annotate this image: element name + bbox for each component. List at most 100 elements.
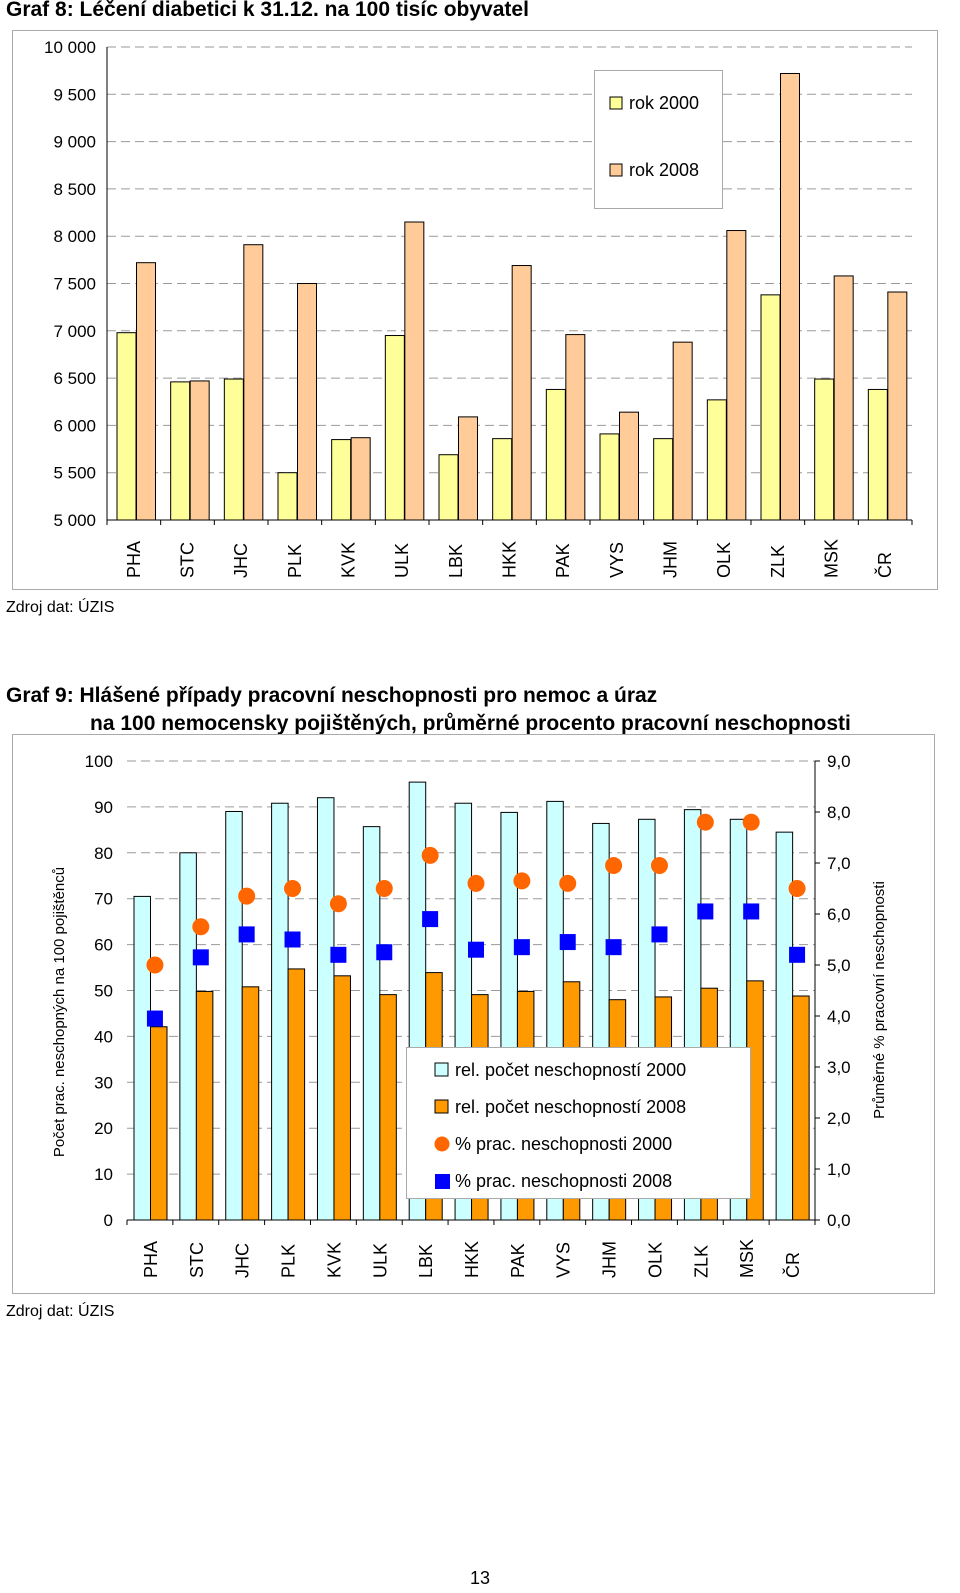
- graph9-bar-2008: [333, 975, 351, 1221]
- graph8-category-label: PLK: [285, 544, 305, 578]
- graph9-y2tick-label: 0,0: [827, 1211, 851, 1230]
- graph8-bar-rok-2008: [511, 265, 532, 521]
- graph9-bar-2000: [133, 895, 151, 1221]
- graph9-ytick-label: 90: [94, 798, 113, 817]
- graph8-category-label: HKK: [500, 541, 520, 578]
- graph9-ytick-label: 30: [94, 1073, 113, 1092]
- graph8-bar-rok-2008: [887, 291, 908, 521]
- graph9-ytick-label: 20: [94, 1119, 113, 1138]
- graph9-bar-2008: [150, 1026, 168, 1221]
- graph8-chart: 5 000 5 500 6 000 6 500 7 000 7 500 8 000 8 500…: [12, 30, 938, 590]
- graph9-category-label: PAK: [508, 1243, 528, 1278]
- graph9-y2tick-label: 3,0: [827, 1058, 851, 1077]
- graph9-title: Graf 9: Hlášené případy pracovní neschop…: [6, 682, 851, 738]
- graph9-y-axis-label: Počet prac. neschopných na 100 pojištěnc…: [51, 867, 68, 1157]
- graph8-ytick-label: 6 000: [53, 416, 96, 435]
- graph9-legend-label: rel. počet neschopností 2008: [455, 1097, 686, 1117]
- graph8-bar-rok-2008: [404, 221, 425, 521]
- graph8-ytick-label: 7 500: [53, 275, 96, 294]
- graph8-bar-rok-2008: [243, 244, 264, 521]
- graph8-bar-rok-2000: [706, 399, 727, 521]
- graph9-marker-pct-2008: [789, 946, 806, 963]
- graph9-marker-pct-2008: [192, 949, 209, 966]
- graph9-marker-pct-2008: [697, 903, 714, 920]
- graph8-bar-rok-2000: [653, 438, 674, 521]
- graph9-y2tick-label: 7,0: [827, 854, 851, 873]
- graph8-category-label: JHC: [231, 543, 251, 578]
- page-number: 13: [469, 1568, 491, 1588]
- graph8-legend: rok 2000 rok 2008: [594, 70, 723, 209]
- graph9-marker-pct-2008: [330, 946, 347, 963]
- graph9-category-label: OLK: [645, 1242, 665, 1278]
- graph9-marker-pct-2008: [651, 926, 668, 943]
- graph9-ytick-label: 70: [94, 890, 113, 909]
- graph9-y2tick-label: 6,0: [827, 905, 851, 924]
- graph9-legend-swatch: [434, 1136, 450, 1152]
- graph9-bar-2000: [179, 852, 197, 1221]
- graph9-y2tick-label: 5,0: [827, 956, 851, 975]
- graph8-ytick-label: 9 000: [53, 133, 96, 152]
- graph9-bar-2000: [271, 802, 289, 1221]
- graph8-ytick-label: 10 000: [44, 38, 96, 57]
- graph9-legend-label: % prac. neschopnosti 2000: [455, 1134, 672, 1154]
- graph9-y2tick-label: 1,0: [827, 1160, 851, 1179]
- graph9-marker-pct-2008: [605, 939, 622, 956]
- graph8-bar-rok-2008: [780, 72, 800, 521]
- graph8-bar-rok-2000: [814, 378, 835, 521]
- graph8-bar-rok-2000: [492, 438, 513, 521]
- graph9-marker-pct-2000: [650, 857, 668, 875]
- graph8-bar-rok-2000: [170, 381, 191, 521]
- graph8-ytick-label: 8 500: [53, 180, 96, 199]
- graph8-bar-rok-2000: [223, 378, 244, 521]
- graph9-y2-axis-label: Průměrné % pracovní neschopnosti: [871, 881, 888, 1119]
- graph8-title: Graf 8: Léčení diabetici k 31.12. na 100…: [6, 0, 529, 21]
- graph9-marker-pct-2000: [513, 872, 531, 890]
- graph9-legend-swatch: [434, 1099, 449, 1114]
- graph9-category-label: HKK: [462, 1241, 482, 1278]
- graph9-category-label: ČR: [782, 1252, 803, 1278]
- graph9-ytick-label: 80: [94, 844, 113, 863]
- graph8-bar-rok-2000: [867, 388, 888, 521]
- graph9-marker-pct-2000: [146, 956, 164, 974]
- graph8-bar-rok-2008: [833, 275, 854, 521]
- graph9-marker-pct-2000: [329, 895, 347, 913]
- graph8-bar-rok-2000: [331, 439, 352, 521]
- graph8-bar-rok-2008: [297, 283, 317, 521]
- graph8-legend-swatch: [609, 163, 623, 177]
- graph9-category-label: LBK: [416, 1244, 436, 1278]
- graph8-bar-rok-2000: [545, 388, 566, 521]
- graph8-bar-rok-2008: [726, 230, 747, 521]
- graph9-marker-pct-2000: [421, 846, 439, 864]
- graph9-category-label: STC: [187, 1242, 207, 1278]
- graph8-category-label: VYS: [607, 542, 627, 578]
- graph9-marker-pct-2008: [468, 941, 484, 958]
- graph8-ytick-label: 9 500: [53, 85, 96, 104]
- graph9-bar-2008: [287, 968, 306, 1221]
- graph9-ytick-label: 50: [94, 982, 113, 1001]
- graph8-bar-rok-2008: [136, 262, 156, 521]
- graph9-marker-pct-2000: [742, 813, 760, 831]
- graph9-category-label: ZLK: [691, 1245, 711, 1278]
- graph9-y2tick-label: 4,0: [827, 1007, 851, 1026]
- graph9-category-label: KVK: [324, 1242, 344, 1278]
- graph9-marker-pct-2000: [788, 880, 806, 897]
- graph8-category-label: KVK: [339, 542, 359, 578]
- graph8-ytick-label: 5 500: [53, 464, 96, 483]
- graph9-ytick-label: 100: [85, 752, 113, 771]
- graph8-bar-rok-2000: [438, 454, 459, 521]
- graph9-marker-pct-2000: [467, 874, 485, 892]
- graph9-bar-2008: [379, 994, 397, 1221]
- graph9-ytick-label: 60: [94, 936, 113, 955]
- graph8-bar-rok-2008: [458, 416, 478, 521]
- graph8-bar-rok-2008: [672, 341, 693, 521]
- graph9-marker-pct-2008: [513, 939, 530, 956]
- graph9-legend-box: [406, 1047, 751, 1199]
- graph8-category-label: STC: [178, 542, 198, 578]
- graph9-marker-pct-2008: [146, 1010, 163, 1027]
- graph9-category-label: ULK: [370, 1243, 390, 1278]
- graph9-category-label: MSK: [737, 1239, 757, 1278]
- graph9-ytick-label: 40: [94, 1027, 113, 1046]
- graph8-category-label: ČR: [874, 552, 895, 578]
- graph9-ytick-label: 10: [94, 1165, 113, 1184]
- graph9-marker-pct-2008: [743, 903, 760, 920]
